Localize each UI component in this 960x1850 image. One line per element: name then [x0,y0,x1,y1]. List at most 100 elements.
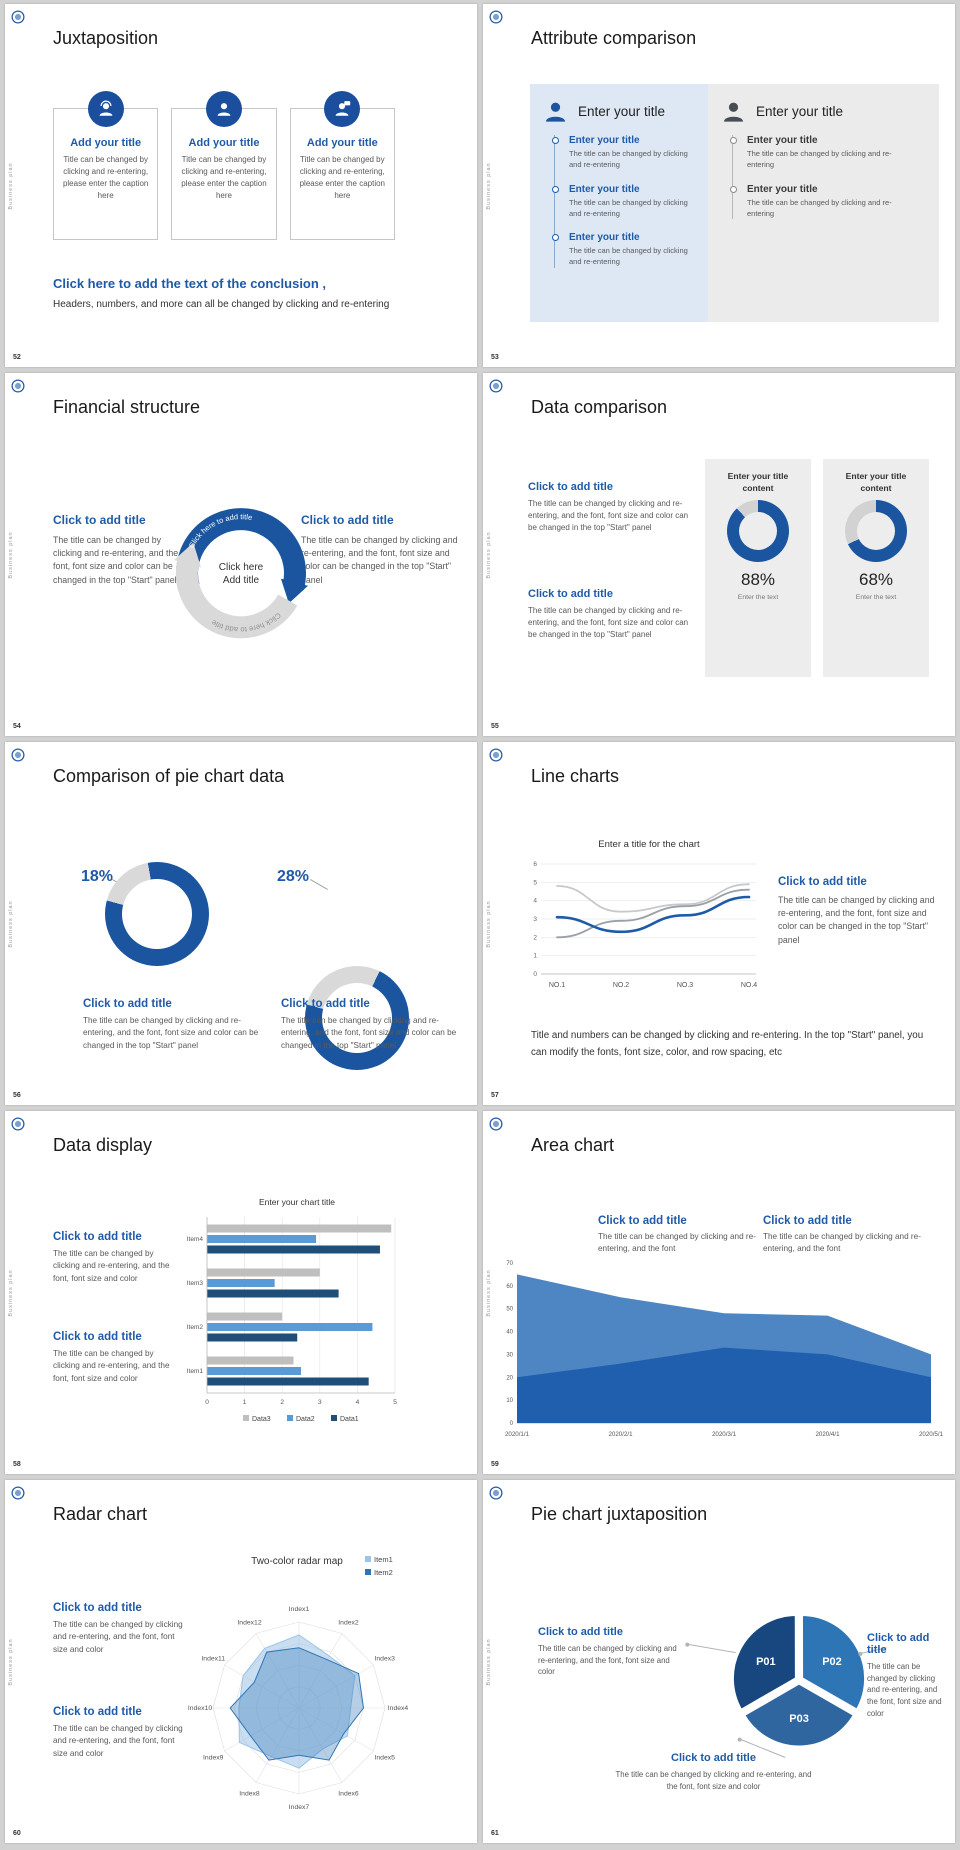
block-title: Click to add title [867,1632,930,1656]
bar-chart: Enter your chart title 0 1 2 3 4 5 Item1 Item2 I… [187,1197,397,1423]
brand-logo-icon [489,1117,503,1131]
timeline: Enter your title The title can be change… [729,135,939,220]
svg-text:Index5: Index5 [375,1755,396,1762]
svg-text:Item1: Item1 [374,1555,393,1564]
sidebar-vertical-label: Business plan [8,1268,14,1317]
block-caption: The title can be changed by clicking and… [763,1232,921,1254]
left-comparison-panel: Enter your title Enter your title The ti… [530,84,708,322]
slide-title: Radar chart [53,1504,148,1524]
slide-52[interactable]: Business plan Juxtaposition Add your tit… [5,4,477,367]
line-chart: Enter a title for the chart 0 1 2 3 4 5 6 NO.1 N… [533,839,757,989]
chart-title: Enter your chart title [259,1197,335,1207]
block-title: Click to add title [528,481,613,493]
timeline-item-title: Enter your title [569,183,640,195]
page-number: 54 [13,723,21,730]
slide-60[interactable]: Business plan Radar chart Click to add t… [5,1480,477,1843]
slide-title: Attribute comparison [531,28,697,48]
svg-text:Index3: Index3 [375,1656,396,1663]
sidebar-vertical-label: Business plan [486,1637,492,1686]
svg-text:2020/3/1: 2020/3/1 [712,1431,737,1438]
svg-text:2020/5/1: 2020/5/1 [919,1431,943,1438]
slide-57[interactable]: Business plan Line charts Enter a title … [483,742,955,1105]
brand-logo-icon [489,379,503,393]
card-caption: Title can be changed by clicking and re-… [62,155,149,200]
stat-panel-header: Enter your title content [845,471,907,493]
panel-header-row: Enter your title [530,84,708,135]
slide-56[interactable]: Business plan Comparison of pie chart da… [5,742,477,1105]
donut-chart [305,966,409,1070]
svg-text:Index10: Index10 [188,1705,212,1712]
panel-header: Enter your title [578,104,666,119]
page-number: 53 [491,354,499,361]
block-title: Click to add title [83,998,172,1010]
feature-card[interactable]: Add your title Title can be changed by c… [53,91,159,240]
chart-title: Enter a title for the chart [598,839,700,850]
block-caption: The title can be changed by clicking and… [867,1662,942,1718]
cycle-center-line1: Click here [219,562,264,573]
sidebar-vertical-label: Business plan [486,530,492,579]
svg-text:0: 0 [205,1399,209,1406]
block-caption: The title can be changed by clicking and… [83,1016,259,1050]
block-caption: The title can be changed by clicking and… [538,1644,677,1677]
block-title: Click to add title [528,588,613,600]
page-number: 55 [491,723,499,730]
timeline-item-title: Enter your title [747,135,818,146]
sidebar-vertical-label: Business plan [8,161,14,210]
footer-text: Title and numbers can be changed by clic… [531,1030,924,1058]
slide-55[interactable]: Business plan Data comparison Click to a… [483,373,955,736]
timeline-item-caption: The title can be changed by clicking and… [747,197,892,218]
page-number: 61 [491,1830,499,1837]
svg-text:Item3: Item3 [187,1280,204,1287]
gray-person-icon [720,98,747,125]
cycle-diagram: Click here Add title Click here to add t… [173,508,309,639]
slide-53[interactable]: Business plan Attribute comparison Enter… [483,4,955,367]
slide-59[interactable]: Business plan Area chart Click to add ti… [483,1111,955,1474]
brand-logo-icon [11,1486,25,1500]
donut-percent-label: 18% [81,868,114,885]
timeline-item-caption: The title can be changed by clicking and… [569,197,688,218]
slide-61[interactable]: Business plan Pie chart juxtaposition P0… [483,1480,955,1843]
card-caption: Title can be changed by clicking and re-… [181,155,267,200]
block-title: Click to add title [53,1331,142,1343]
block-caption: The title can be changed by clicking and… [53,1349,170,1383]
block-caption: The title can be changed by clicking and… [53,535,179,585]
svg-text:Item4: Item4 [187,1236,204,1243]
brand-logo-icon [489,748,503,762]
text-block: Click to add title The title can be chan… [598,1215,763,1256]
svg-text:3: 3 [533,916,537,923]
timeline-item: Enter your title The title can be change… [729,184,939,220]
block-caption: The title can be changed by clicking and… [53,1249,170,1283]
svg-text:NO.4: NO.4 [741,982,757,989]
page-number: 52 [13,354,21,361]
stat-footer: Enter the text [737,594,779,602]
pie-chart: P01 P02 P03 [730,1612,868,1749]
svg-text:Item2: Item2 [374,1568,393,1577]
timeline-item: Enter your title The title can be change… [551,135,708,171]
slide-54[interactable]: Business plan Financial structure Click … [5,373,477,736]
timeline: Enter your title The title can be change… [551,135,708,268]
timeline-item-caption: The title can be changed by clicking and… [569,246,688,267]
svg-text:3: 3 [318,1399,322,1406]
block-title: Click to add title [598,1215,687,1227]
card-title: Add your title [306,137,378,149]
feature-card[interactable]: Add your title Title can be changed by c… [289,91,395,240]
text-block: Click to add title The title can be chan… [763,1215,933,1256]
block-caption: The title can be changed by clicking and… [778,895,935,945]
stat-percent: 68% [858,570,894,590]
svg-text:NO.1: NO.1 [549,982,565,989]
svg-text:10: 10 [506,1398,513,1404]
text-block: Click to add title The title can be chan… [53,1331,181,1385]
block-caption: The title can be changed by clicking and… [53,1724,183,1758]
timeline-item: Enter your title The title can be change… [551,183,708,220]
svg-text:Data1: Data1 [340,1416,359,1423]
svg-text:1: 1 [243,1399,247,1406]
feature-card[interactable]: Add your title Title can be changed by c… [171,91,277,240]
left-text-block: Click to add title The title can be chan… [538,1626,688,1678]
block-title: Click to add title [53,513,146,527]
slide-title: Financial structure [53,397,201,417]
timeline-item: Enter your title The title can be change… [729,135,939,171]
text-block: Click to add title The title can be chan… [53,1602,185,1656]
svg-text:Index12: Index12 [237,1619,261,1626]
timeline-item: Enter your title The title can be change… [551,232,708,268]
slide-58[interactable]: Business plan Data display Click to add … [5,1111,477,1474]
